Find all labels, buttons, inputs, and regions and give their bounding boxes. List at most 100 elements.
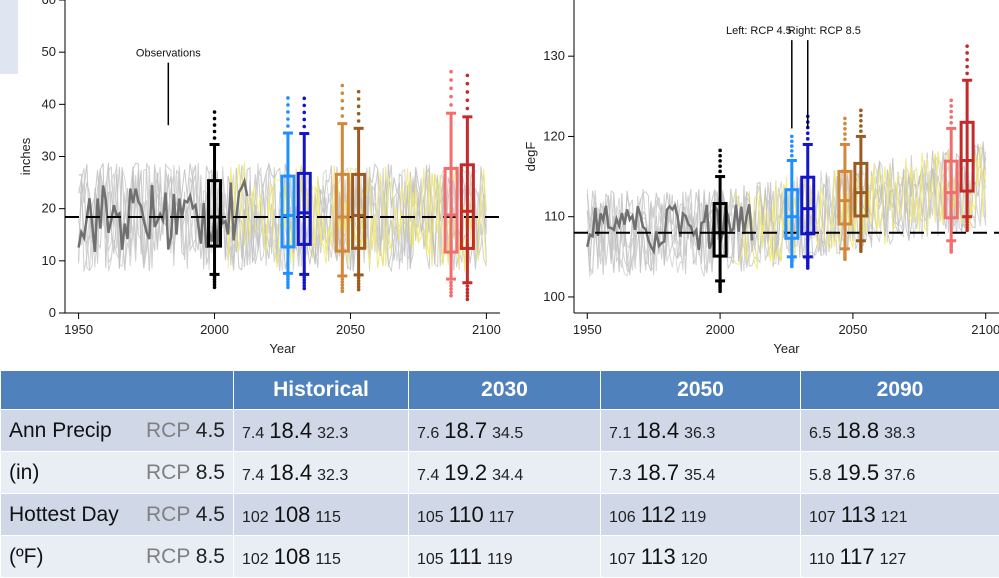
outlier-point [213, 130, 217, 134]
outlier-point [859, 249, 863, 253]
low-value: 7.3 [609, 467, 631, 484]
outlier-point [449, 291, 453, 295]
median-value: 113 [641, 544, 676, 569]
y-tick-label: 10 [42, 253, 56, 268]
annotation-label: Left: RCP 4.5 [726, 25, 792, 37]
x-tick-label: 2000 [706, 322, 735, 337]
median-value: 18.7 [636, 460, 679, 485]
y-tick-label: 60 [42, 0, 56, 7]
outlier-point [466, 98, 470, 102]
outlier-point [466, 288, 470, 292]
high-value: 127 [880, 551, 907, 568]
high-value: 37.6 [884, 467, 915, 484]
outlier-point [357, 288, 361, 292]
outlier-point [806, 266, 810, 270]
y-tick-label: 40 [42, 96, 56, 111]
outlier-point [286, 124, 290, 128]
outlier-point [718, 154, 722, 158]
outlier-point [859, 109, 863, 113]
outlier-point [790, 144, 794, 148]
annotation-label: Observations [136, 48, 201, 60]
outlier-point [213, 117, 217, 121]
outlier-point [806, 137, 810, 141]
outlier-point [213, 110, 217, 114]
precip-chart: 19502000205021000102030405060YearinchesO… [0, 0, 510, 362]
outlier-point [718, 290, 722, 294]
median-value: 19.5 [836, 460, 879, 485]
outlier-point [302, 97, 306, 101]
outlier-point [466, 291, 470, 295]
median-value: 111 [449, 544, 482, 569]
outlier-point [449, 78, 453, 82]
outlier-point [965, 58, 969, 62]
low-value: 6.5 [809, 425, 831, 442]
outlier-point [466, 107, 470, 111]
high-value: 36.3 [684, 425, 715, 442]
outlier-point [859, 129, 863, 133]
y-tick-label: 20 [42, 201, 56, 216]
scenario-label: RCP 8.5 [146, 461, 225, 485]
high-value: 32.3 [317, 425, 348, 442]
outlier-point [859, 119, 863, 123]
outlier-point [449, 70, 453, 74]
outlier-point [949, 110, 953, 114]
y-tick-label: 30 [42, 149, 56, 164]
outlier-point [286, 117, 290, 121]
outlier-point [843, 122, 847, 126]
outlier-point [965, 229, 969, 233]
outlier-point [302, 104, 306, 108]
outlier-point [965, 44, 969, 48]
outlier-point [341, 114, 345, 118]
y-axis-label: degF [523, 142, 538, 172]
outlier-point [357, 97, 361, 101]
outlier-point [718, 170, 722, 174]
row-label-cell: (ºF)RCP 8.5 [1, 536, 234, 578]
y-axis-label: inches [18, 137, 33, 175]
outlier-point [790, 135, 794, 139]
outlier-point [843, 127, 847, 131]
scenario-label: RCP 4.5 [146, 419, 225, 443]
median-value: 113 [841, 502, 876, 527]
outlier-point [466, 74, 470, 78]
precip-chart-panel: 19502000205021000102030405060YearinchesO… [0, 0, 510, 362]
low-value: 102 [242, 509, 269, 526]
outlier-point [449, 281, 453, 285]
y-tick-label: 120 [543, 128, 565, 143]
outlier-point [341, 289, 345, 293]
low-value: 7.4 [242, 467, 264, 484]
outlier-point [843, 257, 847, 261]
outlier-point [843, 137, 847, 141]
y-tick-label: 50 [42, 44, 56, 59]
outlier-point [466, 294, 470, 298]
outlier-point [466, 82, 470, 86]
low-value: 106 [609, 509, 636, 526]
outlier-point [213, 123, 217, 127]
outlier-point [357, 119, 361, 123]
outlier-point [286, 96, 290, 100]
outlier-point [449, 103, 453, 107]
median-value: 110 [449, 502, 484, 527]
outlier-point [466, 90, 470, 94]
outlier-point [341, 91, 345, 95]
outlier-point [949, 121, 953, 125]
median-value: 18.7 [444, 418, 487, 443]
outlier-point [949, 250, 953, 254]
outlier-point [302, 125, 306, 129]
outlier-point [790, 265, 794, 269]
table-header-row: Historical 2030 2050 2090 [1, 371, 999, 410]
header-cell: 2090 [801, 371, 999, 410]
median-value: 19.2 [444, 460, 487, 485]
